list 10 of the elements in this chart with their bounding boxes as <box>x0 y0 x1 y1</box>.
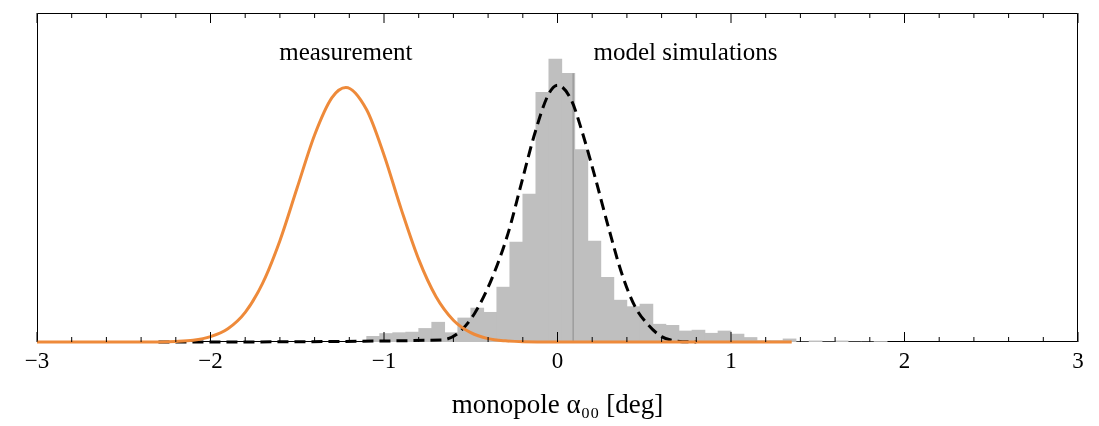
annotation: measurement <box>279 37 413 65</box>
x-tick-label: 0 <box>551 347 564 373</box>
x-tick-label: 3 <box>1072 347 1084 373</box>
x-tick-label: −2 <box>198 347 223 373</box>
x-tick-label: 1 <box>725 347 737 373</box>
annotation: model simulations <box>593 37 778 65</box>
x-tick-label: −1 <box>371 347 397 373</box>
x-tick-label: −3 <box>24 347 50 373</box>
x-axis-title: monopole α₀₀ [deg] <box>451 388 664 419</box>
x-tick-label: 2 <box>898 347 911 373</box>
